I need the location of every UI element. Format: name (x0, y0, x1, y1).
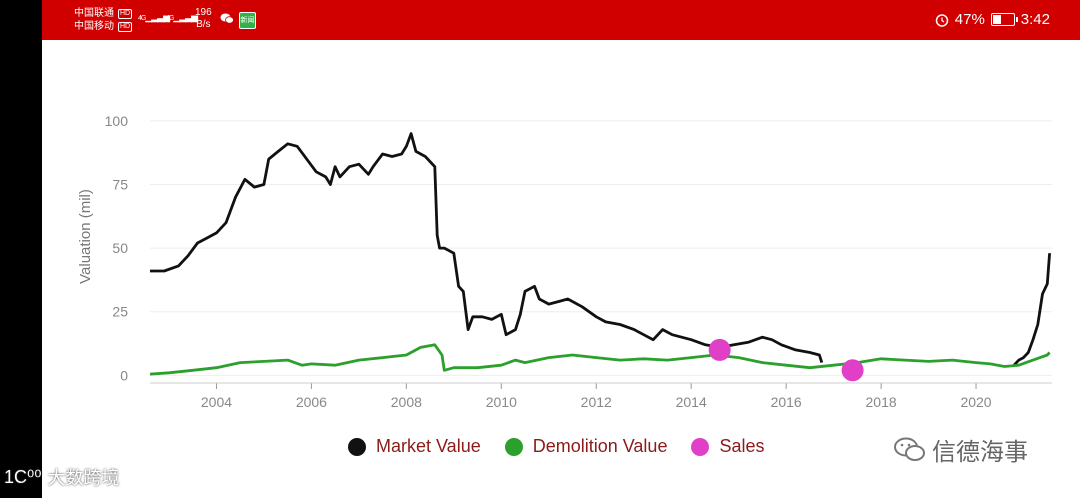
signal-icon-2: 4G▁▂▃▅ (166, 12, 198, 22)
legend-dot-sales (691, 437, 710, 456)
battery-tip (1015, 17, 1018, 22)
y-tick-label-50: 50 (112, 240, 128, 256)
corner-watermark: 1C⁰⁰ 大数跨境 (4, 464, 119, 490)
market-value-line (150, 132, 824, 364)
signal-tag-2: 4G (166, 15, 174, 22)
carrier-2-label: 中国移动 (74, 21, 114, 32)
legend-label-market-value: Market Value (376, 436, 481, 456)
y-axis-title: Valuation (mil) (77, 189, 94, 284)
sales-point-2 (841, 359, 864, 382)
x-tick-label-2016: 2016 (771, 394, 802, 410)
alarm-icon (935, 13, 949, 27)
x-tick-label-2010: 2010 (486, 394, 517, 410)
hd-badge-1: HD (118, 8, 133, 19)
phone-screen: 中国联通 HD 中国移动 HD 4G▁▂▃▅ 4G▁▂▃▅ 196 B/s 新闻 4… (42, 0, 1080, 498)
legend-label-demolition-value: Demolition Value (532, 436, 668, 456)
y-tick-label-100: 100 (105, 113, 129, 129)
carrier-info: 中国联通 HD 中国移动 HD (74, 7, 133, 33)
status-right: 47% 3:42 (935, 11, 1050, 28)
legend-dot-market-value (348, 437, 366, 456)
news-app-icon: 新闻 (239, 12, 256, 29)
battery-icon (990, 13, 1018, 26)
x-tick-label-2004: 2004 (201, 394, 232, 410)
net-speed-unit: B/s (196, 19, 211, 30)
legend-label-sales: Sales (719, 436, 765, 456)
hd-badge-2: HD (118, 21, 133, 32)
battery-percent: 47% (954, 11, 985, 28)
battery-fill (992, 15, 1002, 24)
sales-point-1 (708, 338, 731, 361)
x-tick-label-2018: 2018 (866, 394, 897, 410)
wechat-logo-icon (894, 437, 925, 461)
net-speed-value: 196 (195, 7, 212, 18)
market-value-line-recent (1012, 253, 1051, 367)
corner-watermark-prefix: 1C⁰⁰ (4, 466, 42, 487)
corner-watermark-text: 大数跨境 (47, 468, 120, 488)
carrier-1-label: 中国联通 (74, 8, 114, 19)
watermark-text: 信德海事 (932, 439, 1028, 466)
y-tick-label-75: 75 (112, 177, 128, 193)
legend-item-market-value[interactable]: Market Value (348, 436, 481, 457)
clock: 3:42 (1020, 11, 1050, 28)
chart-legend: Market Value Demolition Value Sales (348, 436, 789, 457)
y-tick-label-25: 25 (112, 304, 128, 320)
legend-dot-demolition-value (504, 437, 523, 456)
x-tick-label-2006: 2006 (296, 394, 327, 410)
legend-item-demolition-value[interactable]: Demolition Value (504, 436, 668, 457)
x-tick-label-2014: 2014 (676, 394, 707, 410)
signal-icon: 4G▁▂▃▅ (138, 12, 170, 22)
legend-item-sales[interactable]: Sales (691, 436, 765, 457)
signal-tag-1: 4G (138, 15, 146, 22)
x-tick-label-2020: 2020 (960, 394, 991, 410)
demolition-value-line (149, 343, 1051, 376)
y-tick-label-0: 0 (120, 367, 128, 383)
x-tick-label-2012: 2012 (581, 394, 612, 410)
x-tick-label-2008: 2008 (391, 394, 422, 410)
wechat-watermark: 信德海事 (894, 432, 1028, 467)
status-bar: 中国联通 HD 中国移动 HD 4G▁▂▃▅ 4G▁▂▃▅ 196 B/s 新闻 4… (42, 0, 1080, 40)
valuation-chart: 0 25 50 75 100 2004 2006 2008 2010 2012 2014 2016 20… (77, 113, 1052, 410)
net-speed: 196 B/s (195, 7, 212, 31)
wechat-icon (220, 13, 234, 24)
